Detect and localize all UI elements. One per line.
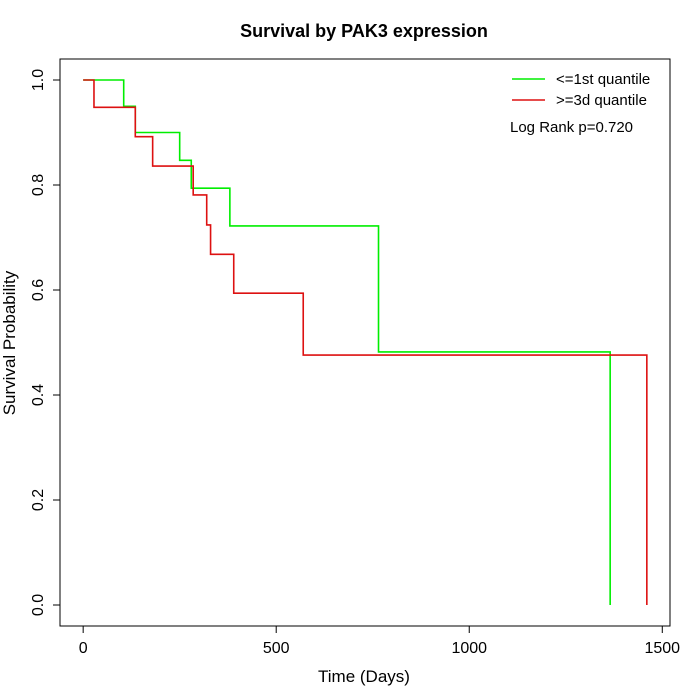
y-tick-label: 0.4 [30,384,47,406]
legend-entry-low: <=1st quantile [556,71,650,88]
legend-entry-high: >=3d quantile [556,92,647,109]
y-tick-label: 0.6 [30,279,47,301]
y-axis-label: Survival Probability [0,270,19,415]
y-tick-label: 0.0 [30,594,47,616]
x-tick-label: 1000 [451,640,487,657]
x-axis-label: Time (Days) [318,667,410,686]
y-tick-label: 0.8 [30,174,47,196]
x-tick-label: 1500 [644,640,680,657]
series-line-low-quantile [83,79,611,605]
x-tick-label: 500 [263,640,290,657]
y-axis: 0.0 0.2 0.4 0.6 0.8 1.0 [30,69,60,616]
y-tick-label: 0.2 [30,489,47,511]
series-layer [83,79,648,605]
chart-title: Survival by PAK3 expression [240,21,488,41]
plot-frame [59,58,671,627]
x-tick-label: 0 [79,640,88,657]
y-tick-label: 1.0 [30,69,47,91]
log-rank-annotation: Log Rank p=0.720 [510,119,633,136]
series-line-high-quantile [83,79,648,605]
legend: <=1st quantile >=3d quantile [512,71,650,109]
x-axis: 0 500 1000 1500 [79,626,680,657]
